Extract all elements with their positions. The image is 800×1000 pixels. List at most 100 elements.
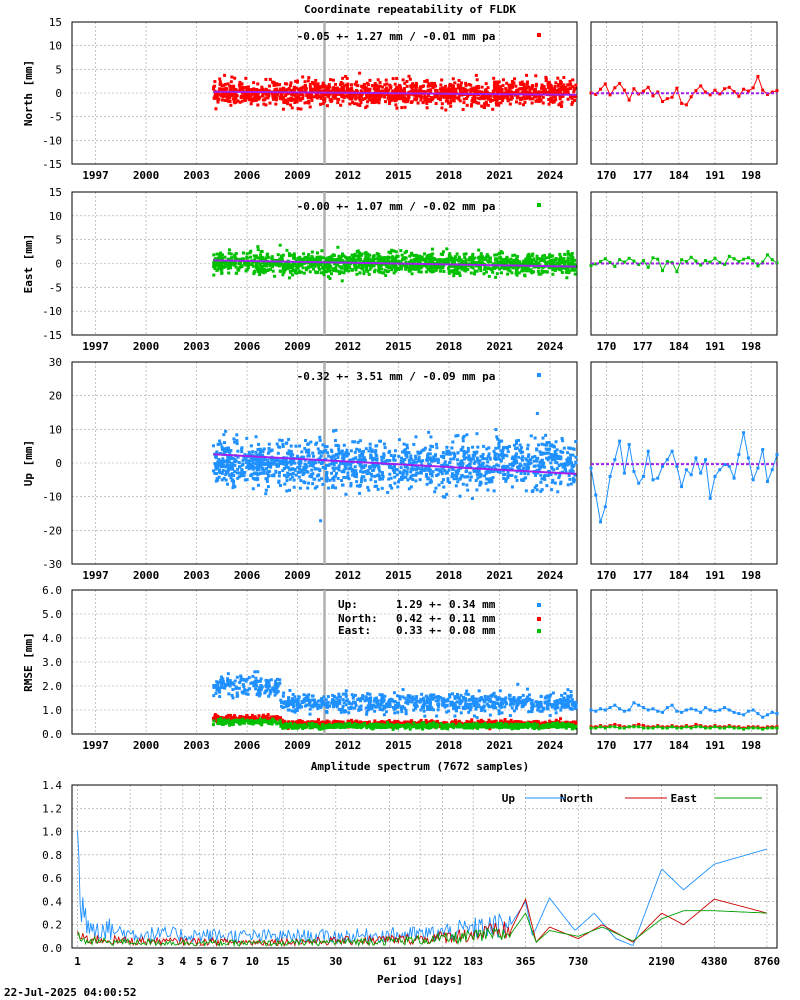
up-point: [363, 464, 367, 468]
up-point: [407, 487, 411, 491]
north-point: [308, 82, 312, 86]
up-point: [550, 467, 554, 471]
north-point: [384, 78, 388, 82]
east-point: [506, 272, 510, 276]
up-point: [499, 449, 503, 453]
north-point: [553, 94, 557, 98]
north-point: [449, 99, 453, 103]
north-point: [228, 95, 232, 99]
rmse-up-point: [219, 675, 223, 679]
east-point: [457, 258, 461, 262]
up-point: [414, 457, 418, 461]
east-point: [485, 253, 489, 257]
east-point: [246, 266, 250, 270]
up-point: [236, 467, 240, 471]
up-point: [492, 489, 496, 493]
east-point: [429, 265, 433, 269]
up-point: [225, 463, 229, 467]
up-point: [336, 456, 340, 460]
up-point: [532, 459, 536, 463]
up-point: [445, 452, 449, 456]
east-point: [332, 262, 336, 266]
rmse-up-point: [295, 702, 299, 706]
north-point: [372, 87, 376, 91]
east-point: [380, 256, 384, 260]
east-point: [414, 253, 418, 257]
up-point: [549, 473, 553, 477]
up-point: [330, 485, 334, 489]
east-point: [364, 264, 368, 268]
east-point: [555, 261, 559, 265]
up-recent-point: [641, 474, 645, 478]
north-point: [213, 84, 217, 88]
north-point: [457, 79, 461, 83]
east-point: [509, 257, 513, 261]
east-point: [426, 267, 430, 271]
east-point: [516, 261, 520, 265]
north-point: [309, 88, 313, 92]
east-recent-point: [694, 259, 698, 263]
north-point: [483, 106, 487, 110]
north-point: [394, 103, 398, 107]
north-point: [558, 95, 562, 99]
up-point: [311, 451, 315, 455]
rmse-up-point: [264, 678, 268, 682]
north-point: [447, 101, 451, 105]
north-recent-point: [727, 85, 731, 89]
north-point: [371, 97, 375, 101]
up-recent-point: [661, 464, 665, 468]
north-recent-point: [694, 89, 698, 93]
up-point: [378, 477, 382, 481]
east-point: [285, 263, 289, 267]
east-point: [563, 262, 567, 266]
north-point: [307, 76, 311, 80]
up-point: [456, 480, 460, 484]
east-point: [341, 259, 345, 263]
east-point: [432, 266, 436, 270]
up-point: [532, 464, 536, 468]
up-point: [299, 461, 303, 465]
up-point: [397, 454, 401, 458]
up-point: [402, 471, 406, 475]
east-point: [283, 268, 287, 272]
east-point: [320, 249, 324, 253]
up-point: [243, 453, 247, 457]
up-point: [494, 446, 498, 450]
north-point: [475, 78, 479, 82]
north-recent-xtick-label: 177: [633, 169, 653, 182]
up-point: [317, 478, 321, 482]
east-point: [404, 256, 408, 260]
north-point: [497, 80, 501, 84]
east-point: [297, 261, 301, 265]
up-main-xtick-label: 2006: [234, 569, 261, 582]
east-point: [389, 251, 393, 255]
east-recent-point: [680, 258, 684, 262]
east-point: [212, 265, 216, 269]
up-point: [216, 442, 220, 446]
north-point: [506, 99, 510, 103]
east-point: [364, 256, 368, 260]
east-point: [570, 258, 574, 262]
up-point: [409, 474, 413, 478]
up-recent-point: [761, 448, 765, 452]
up-point: [372, 456, 376, 460]
east-point: [358, 271, 362, 275]
up-point: [388, 472, 392, 476]
east-point: [497, 262, 501, 266]
north-point: [301, 75, 305, 79]
up-main-ytick-label: -20: [42, 524, 62, 537]
north-point: [252, 88, 256, 92]
up-point: [221, 468, 225, 472]
north-point: [213, 80, 217, 84]
north-point: [351, 100, 355, 104]
up-point: [436, 468, 440, 472]
east-point: [350, 258, 354, 262]
east-point: [489, 268, 493, 272]
up-point: [296, 470, 300, 474]
north-point: [562, 83, 566, 87]
east-point: [288, 276, 292, 280]
north-point: [541, 90, 545, 94]
up-point: [366, 469, 370, 473]
